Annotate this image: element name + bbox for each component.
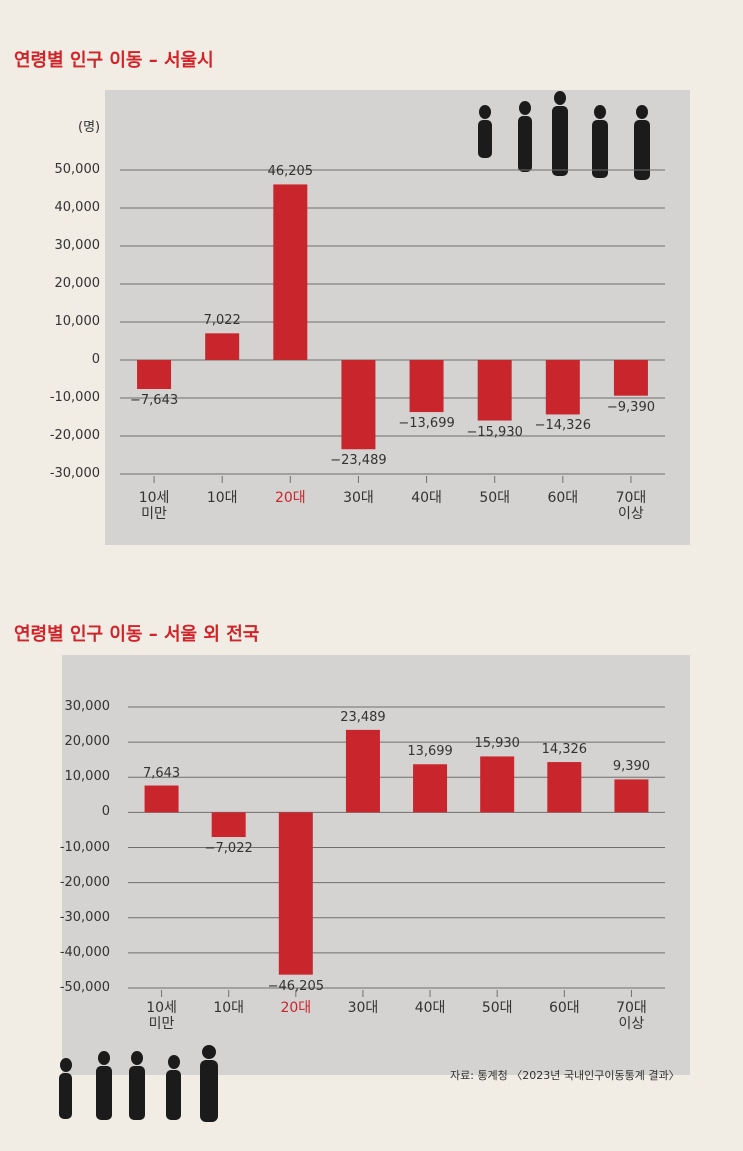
y-tick-label: 0: [91, 352, 100, 367]
x-tick-label: 10세 미만: [146, 1000, 177, 1032]
bar: [341, 360, 376, 450]
x-tick-label: 40대: [411, 490, 442, 506]
unit-label: (명): [78, 120, 101, 135]
bar: [345, 729, 380, 813]
y-tick-label: 10,000: [54, 314, 101, 329]
y-tick-label: -20,000: [49, 428, 100, 443]
data-label: −46,205: [267, 978, 325, 994]
data-label: 15,930: [474, 736, 520, 752]
bar: [545, 360, 580, 415]
bar: [480, 756, 515, 813]
x-tick-label: 60대: [548, 1000, 580, 1016]
data-label: −23,489: [330, 453, 387, 469]
y-tick-label: -10,000: [59, 839, 110, 855]
y-tick-label: 50,000: [54, 162, 101, 177]
x-tick-label: 50대: [479, 490, 511, 506]
silhouettes: [59, 91, 650, 1122]
data-label: 7,022: [203, 313, 241, 329]
y-tick-label: 20,000: [64, 734, 111, 750]
y-tick-label: 30,000: [54, 238, 101, 253]
bar: [547, 762, 582, 813]
bar: [477, 360, 512, 421]
bar: [278, 812, 313, 975]
bar: [205, 333, 240, 360]
bar: [211, 812, 246, 838]
data-label: −7,643: [130, 393, 179, 409]
bar: [137, 360, 172, 390]
data-label: 14,326: [541, 742, 588, 758]
x-tick-label: 20대: [274, 490, 306, 506]
x-tick-label: 50대: [481, 1000, 513, 1016]
x-tick-label: 70대 이상: [616, 1000, 647, 1032]
x-tick-label: 30대: [343, 490, 374, 506]
data-label: 9,390: [612, 759, 651, 775]
x-tick-label: 20대: [280, 1000, 312, 1016]
y-tick-label: -10,000: [49, 390, 100, 405]
bar: [413, 764, 448, 813]
data-label: −13,699: [398, 416, 455, 432]
x-tick-label: 30대: [347, 1000, 379, 1016]
chart-panel: [62, 655, 690, 1075]
data-label: −14,326: [534, 418, 592, 434]
y-tick-label: 40,000: [54, 200, 101, 215]
y-tick-label: -30,000: [59, 909, 110, 925]
data-label: −9,390: [606, 399, 655, 415]
data-label: −15,930: [466, 424, 523, 440]
data-label: 46,205: [267, 164, 314, 180]
y-tick-label: 20,000: [54, 276, 101, 291]
y-tick-label: 0: [101, 804, 110, 820]
bar: [614, 779, 649, 813]
chart-title: 연령별 인구 이동 – 서울시: [14, 50, 214, 71]
chart-title: 연령별 인구 이동 – 서울 외 전국: [14, 624, 260, 645]
x-tick-label: 10세 미만: [138, 490, 170, 522]
x-tick-label: 40대: [414, 1000, 446, 1016]
bar: [144, 785, 179, 813]
y-tick-label: -40,000: [59, 944, 110, 960]
x-tick-label: 10대: [213, 1000, 245, 1016]
y-tick-label: -30,000: [49, 466, 100, 481]
data-label: −7,022: [204, 841, 253, 857]
bar: [273, 184, 308, 360]
data-label: 7,643: [142, 765, 181, 781]
bar: [613, 360, 648, 396]
x-tick-label: 70대 이상: [615, 490, 647, 522]
y-tick-label: -50,000: [59, 980, 110, 995]
data-label: 23,489: [340, 709, 386, 725]
source-note: 자료: 통계청 〈2023년 국내인구이동통계 결과〉: [450, 1069, 680, 1082]
x-tick-label: 10대: [206, 490, 238, 506]
bar: [409, 360, 444, 413]
x-tick-label: 60대: [547, 490, 579, 506]
y-tick-label: 30,000: [64, 699, 111, 714]
data-label: 13,699: [407, 744, 453, 760]
y-tick-label: 10,000: [64, 769, 111, 785]
y-tick-label: -20,000: [59, 874, 110, 890]
